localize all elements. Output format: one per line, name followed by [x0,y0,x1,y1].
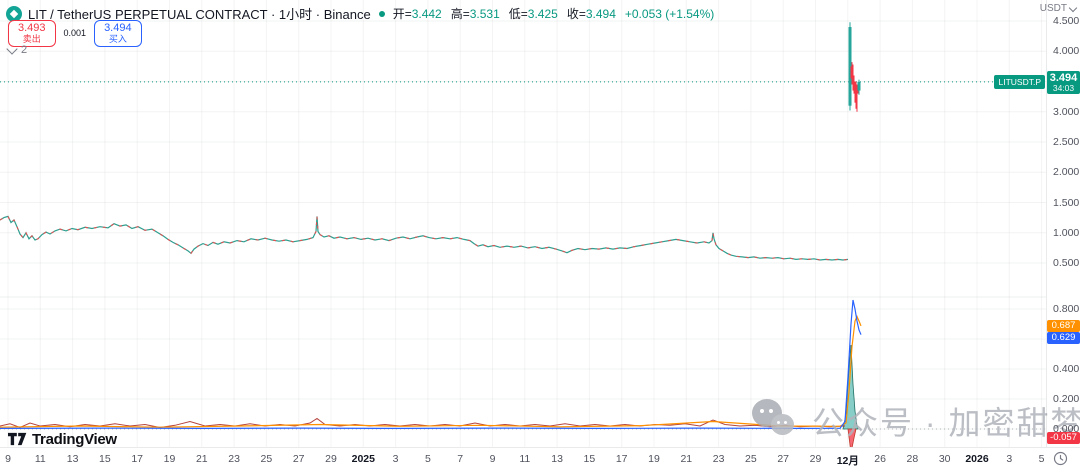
wechat-logo-icon [752,399,802,443]
time-tick-label: 7 [457,453,464,465]
indicator-value-badge-orange: 0.687 [1047,320,1080,333]
currency-label: USDT [1039,3,1067,14]
price-scale-currency-toggle[interactable]: USDT [1039,3,1078,14]
watermark-text: 公众号 · 加密甜梦 [812,405,1080,441]
time-tick-label: 3 [1006,453,1013,465]
time-tick-label: 2026 [965,453,989,465]
low-value: 3.425 [527,7,558,21]
time-tick-label: 11 [519,453,531,465]
collapsed-indicator-count: 2 [21,44,28,56]
indicator-value-badge-red: -0.057 [1047,432,1080,445]
time-axis[interactable]: 9 11 13 15 17 19 21 23 25 27 29 2025 3 5 7 9 11 13 15 17 19 2… [0,447,1080,470]
time-tick-label: 9 [5,453,11,465]
price-tick-label: 0.400 [1053,363,1080,375]
time-tick-label: 27 [292,453,305,465]
sell-button[interactable]: 3.493 卖出 [8,20,56,47]
price-tick-label: 2.000 [1053,166,1080,179]
time-tick-label: 23 [712,453,725,465]
open-label: 开= [392,7,412,21]
spread-value: 0.001 [63,28,87,39]
buy-price: 3.494 [104,22,132,34]
open-value: 3.442 [411,7,442,21]
price-tick-label: 2.500 [1053,136,1080,148]
buy-label: 买入 [108,33,127,44]
change-readout: +0.053 (+1.54%) [624,6,715,21]
chevron-down-icon [6,42,18,55]
live-status-dot [378,10,385,17]
bar-countdown: 34:03 [1052,82,1075,93]
time-tick-label: 13 [66,453,79,465]
time-tick-label: 3 [392,453,399,465]
time-tick-label: 17 [131,453,144,465]
ohlc-readout: 开=3.442 高=3.531 低=3.425 收=3.494 +0.053 (… [393,5,715,22]
time-tick-label: 25 [745,453,757,465]
time-tick-label: 29 [809,453,822,465]
tradingview-wordmark: TradingView [32,430,117,448]
price-tick-label: 4.000 [1053,45,1080,58]
time-tick-label: 11 [34,453,46,465]
low-label: 低= [508,7,528,21]
time-tick-label: 13 [551,453,563,465]
trade-buttons-row: 3.493 卖出 0.001 3.494 买入 [8,20,142,47]
time-tick-label: 26 [874,453,886,465]
price-tick-label: 0.500 [1053,257,1080,269]
high-value: 3.531 [469,7,500,21]
symbol-legend: LIT / TetherUS PERPETUAL CONTRACT · 1小时 … [6,4,714,23]
price-tick-label: 4.500 [1053,15,1080,27]
time-tick-label: 2025 [351,453,375,465]
time-tick-label: 19 [648,453,660,465]
price-axis-separator [1046,0,1047,447]
time-tick-label: 15 [99,453,111,465]
lit-coin-logo-icon [6,5,22,22]
time-tick-label: 15 [583,453,596,465]
timezone-clock-icon[interactable] [1053,451,1068,466]
time-tick-label: 30 [938,453,951,465]
close-label: 收= [566,7,586,21]
channel-watermark: 公众号 · 加密甜梦 [752,398,1080,444]
high-label: 高= [450,7,470,21]
last-price-badge: 3.494 34:03 [1047,70,1080,94]
close-value: 3.494 [585,7,616,21]
symbol-title[interactable]: LIT / TetherUS PERPETUAL CONTRACT · 1小时 … [28,7,371,22]
chart-plot-area[interactable] [0,0,1046,447]
time-tick-label: 23 [228,453,240,465]
tradingview-logo[interactable]: TradingView [8,430,117,448]
symbol-price-tag: LITUSDT.P [994,74,1045,89]
sell-price: 3.493 [18,22,46,34]
sell-label: 卖出 [22,33,41,44]
price-tick-label: 3.000 [1053,105,1080,118]
price-tick-label: 1.500 [1053,196,1080,209]
time-tick-label: 27 [777,453,790,465]
price-tick-label: 1.000 [1053,226,1080,239]
buy-button[interactable]: 3.494 买入 [94,20,142,47]
time-tick-label: 19 [163,453,176,465]
last-price-value: 3.494 [1049,71,1078,84]
time-tick-label: 28 [906,453,919,465]
time-tick-label: 17 [615,453,628,465]
time-tick-label: 21 [195,453,208,465]
time-tick-label: 12月 [836,455,859,467]
indicator-collapse-toggle[interactable]: 2 [6,42,28,56]
time-tick-label: 5 [424,453,431,465]
price-tick-label: 0.800 [1053,303,1080,315]
time-tick-label: 25 [260,453,273,465]
chevron-down-icon [1068,3,1078,12]
tradingview-glyph-icon [8,432,27,446]
time-tick-label: 29 [325,453,337,465]
time-tick-label: 21 [680,453,693,465]
indicator-value-badge-blue: 0.629 [1047,331,1080,344]
time-tick-label: 9 [489,453,496,465]
time-tick-label: 5 [1038,453,1045,465]
